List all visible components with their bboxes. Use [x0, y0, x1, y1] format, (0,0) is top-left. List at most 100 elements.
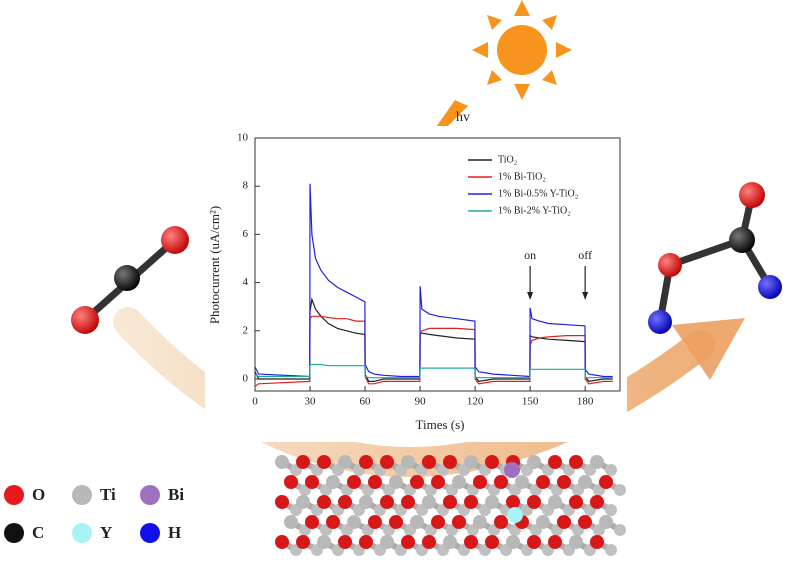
crystal-structure: [275, 455, 626, 556]
crystal-atom: [578, 515, 592, 529]
crystal-atom: [473, 475, 487, 489]
crystal-atom: [485, 495, 499, 509]
crystal-atom: [464, 495, 478, 509]
lightning: [370, 100, 468, 200]
atom-label: H: [168, 523, 181, 542]
atom-legend: O Ti Bi C Y H: [4, 485, 184, 543]
crystal-atom: [296, 535, 310, 549]
y-tick-label: 8: [243, 180, 249, 192]
crystal-atom: [485, 455, 499, 469]
crystal-atom: [317, 495, 331, 509]
crystal-atom: [548, 455, 562, 469]
crystal-atom: [431, 475, 445, 489]
crystal-atom: [578, 475, 592, 489]
crystal-atom: [389, 475, 403, 489]
legend-label: 1% Bi-2% Y-TiO₂: [498, 205, 571, 216]
crystal-atom: [590, 495, 604, 509]
crystal-atom: [305, 475, 319, 489]
crystal-atom: [338, 455, 352, 469]
y-tick-label: 4: [243, 276, 249, 288]
crystal-atom: [275, 455, 289, 469]
crystal-atom: [527, 495, 541, 509]
crystal-atom: [557, 475, 571, 489]
crystal-atom: [305, 515, 319, 529]
crystal-atom: [507, 507, 523, 523]
crystal-atom: [389, 515, 403, 529]
atom-swatch: [4, 485, 24, 505]
crystal-atom: [338, 495, 352, 509]
crystal-atom: [410, 515, 424, 529]
atom-label: C: [32, 523, 44, 542]
crystal-atom: [275, 535, 289, 549]
crystal-atom: [359, 495, 373, 509]
crystal-atom: [443, 495, 457, 509]
crystal-atom: [452, 475, 466, 489]
atom-swatch: [140, 523, 160, 543]
crystal-atom: [473, 515, 487, 529]
crystal-atom: [464, 455, 478, 469]
crystal-atom: [326, 475, 340, 489]
crystal-atom: [380, 455, 394, 469]
crystal-atom: [275, 495, 289, 509]
process-arrowhead: [672, 318, 745, 380]
crystal-atom: [548, 495, 562, 509]
crystal-atom: [359, 455, 373, 469]
crystal-atom: [443, 535, 457, 549]
annotation: on: [524, 248, 536, 262]
atom-swatch: [140, 485, 160, 505]
crystal-atom: [422, 455, 436, 469]
crystal-atom: [515, 475, 529, 489]
atom-label: Bi: [168, 485, 184, 504]
crystal-atom: [422, 535, 436, 549]
crystal-atom: [296, 455, 310, 469]
crystal-atom: [605, 504, 617, 516]
crystal-atom: [506, 535, 520, 549]
series-line: [254, 315, 613, 387]
crystal-atom: [368, 515, 382, 529]
series-line: [254, 363, 613, 379]
light-label: hv: [456, 110, 470, 125]
series-line: [254, 183, 613, 378]
crystal-atom: [326, 515, 340, 529]
annotation: off: [578, 248, 592, 262]
crystal-atom: [569, 535, 583, 549]
atom-swatch: [72, 485, 92, 505]
crystal-atom: [599, 475, 613, 489]
crystal-atom: [527, 535, 541, 549]
annotation-arrowhead: [582, 292, 589, 300]
atom-swatch: [72, 523, 92, 543]
sun: [472, 0, 572, 100]
crystal-atom: [359, 535, 373, 549]
crystal-atom: [605, 544, 617, 556]
crystal-atom: [338, 535, 352, 549]
crystal-atom: [614, 484, 626, 496]
crystal-atom: [504, 462, 520, 478]
crystal-atom: [296, 495, 310, 509]
crystal-atom: [506, 495, 520, 509]
legend-label: 1% Bi-0.5% Y-TiO₂: [498, 188, 578, 199]
crystal-atom: [452, 515, 466, 529]
crystal-atom: [605, 464, 617, 476]
crystal-atom: [347, 475, 361, 489]
crystal-atom: [431, 515, 445, 529]
y-tick-label: 2: [243, 324, 249, 336]
atom-swatch: [4, 523, 24, 543]
crystal-atom: [284, 475, 298, 489]
crystal-atom: [569, 495, 583, 509]
co2-molecule: [71, 226, 189, 334]
crystal-atom: [557, 515, 571, 529]
crystal-atom: [317, 535, 331, 549]
y-tick-label: 0: [243, 372, 249, 384]
crystal-atom: [614, 524, 626, 536]
series-line: [254, 297, 613, 383]
x-tick-label: 180: [577, 396, 594, 408]
chart-background: [205, 126, 627, 442]
crystal-atom: [401, 495, 415, 509]
crystal-atom: [401, 535, 415, 549]
crystal-atom: [599, 515, 613, 529]
crystal-atom: [284, 515, 298, 529]
crystal-atom: [368, 475, 382, 489]
x-tick-label: 120: [467, 396, 484, 408]
crystal-atom: [536, 475, 550, 489]
